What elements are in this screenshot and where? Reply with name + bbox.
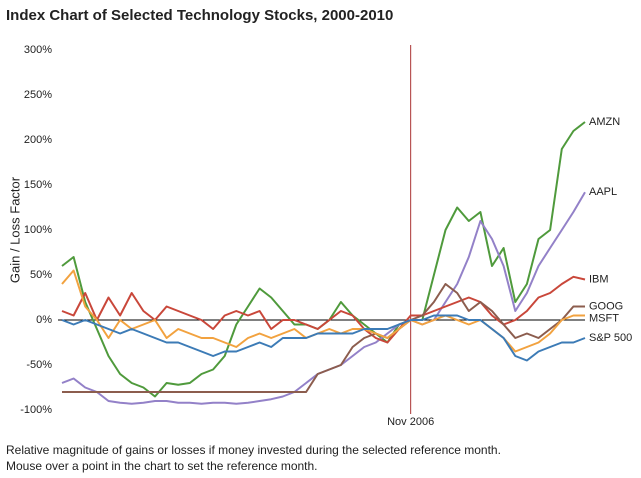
- y-tick-label: 100%: [24, 224, 52, 236]
- note: Mouse over a point in the chart to set t…: [6, 459, 318, 473]
- series-label: AMZN: [589, 116, 620, 128]
- series-label: GOOG: [589, 300, 623, 312]
- series-label: AAPL: [589, 186, 617, 198]
- series-label: IBM: [589, 273, 609, 285]
- y-tick-label: 50%: [30, 269, 52, 281]
- x-tick-label: Nov 2006: [387, 416, 434, 428]
- series-label: MSFT: [589, 312, 619, 324]
- series-label: S&P 500: [589, 332, 632, 344]
- y-tick-label: 250%: [24, 89, 52, 101]
- series-line: [61, 314, 586, 362]
- y-tick-label: 300%: [24, 44, 52, 56]
- chart-title: Index Chart of Selected Technology Stock…: [6, 7, 393, 24]
- y-tick-label: 200%: [24, 134, 52, 146]
- y-tick-label: 0%: [36, 314, 52, 326]
- series-line: [61, 269, 585, 353]
- y-tick-label: -50%: [26, 359, 52, 371]
- y-axis-label: Gain / Loss Factor: [7, 176, 22, 283]
- series-line: [61, 275, 586, 344]
- series-line: [62, 283, 585, 393]
- y-tick-label: -100%: [20, 404, 52, 416]
- series-line: [61, 121, 586, 398]
- y-tick-label: 150%: [24, 179, 52, 191]
- note: Relative magnitude of gains or losses if…: [6, 443, 501, 457]
